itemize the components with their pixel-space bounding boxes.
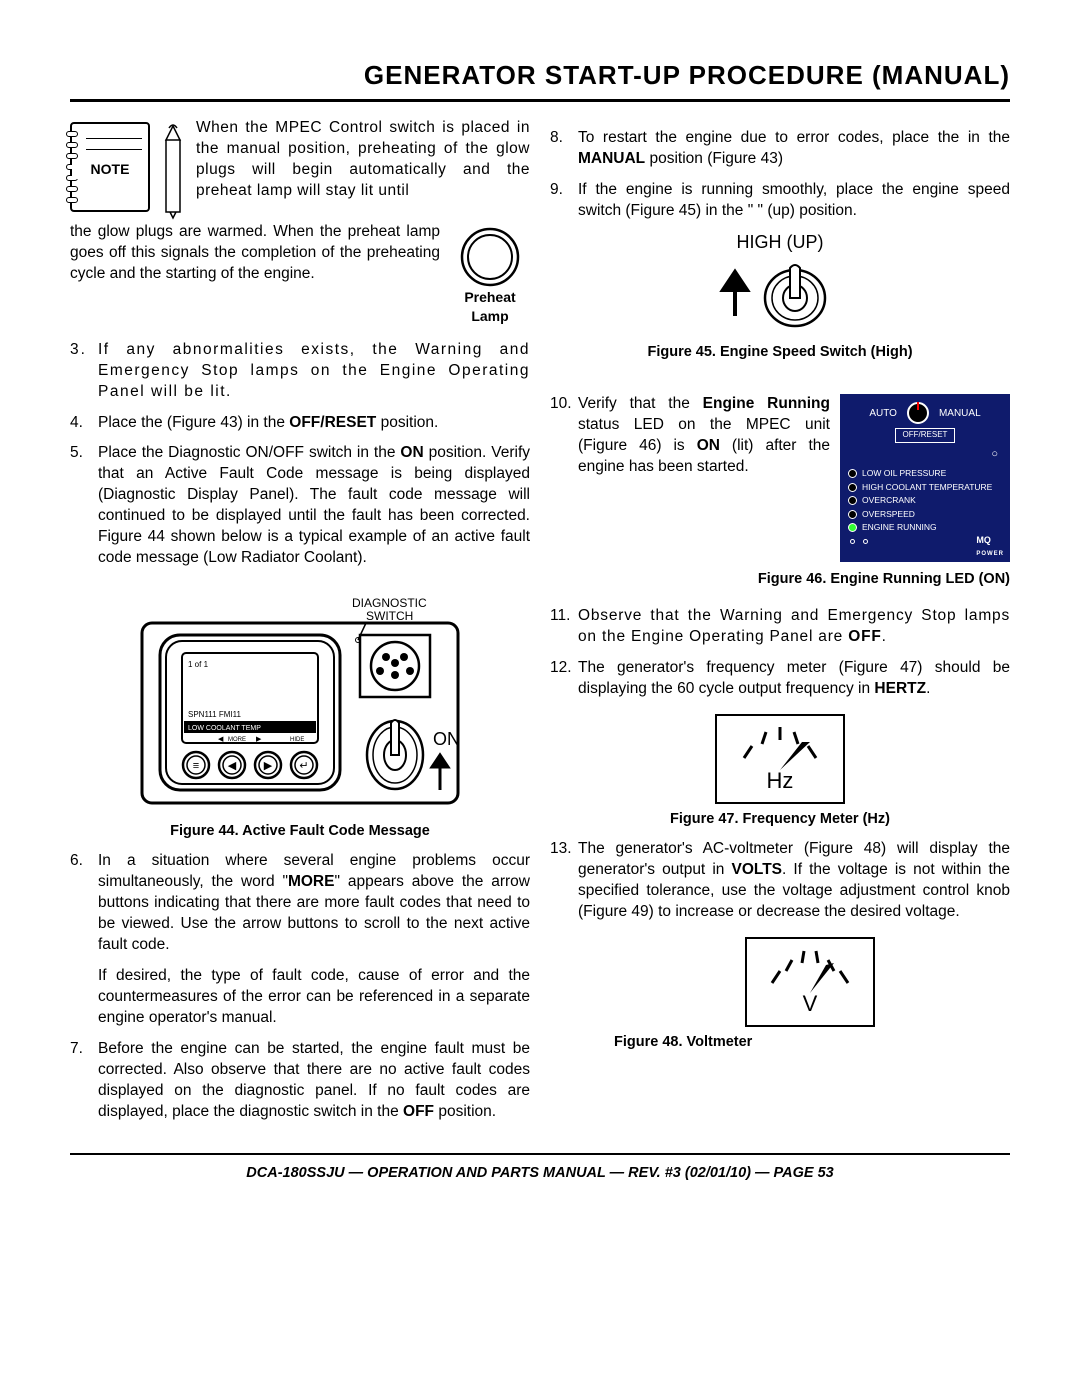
step-8: 8.To restart the engine due to error cod… (550, 128, 1010, 170)
svg-text:▶: ▶ (264, 760, 273, 772)
led-high-coolant: HIGH COOLANT TEMPERATURE (848, 482, 1002, 493)
step-9: 9.If the engine is running smoothly, pla… (550, 180, 1010, 222)
svg-text:ON: ON (433, 729, 460, 749)
right-column: 8.To restart the engine due to error cod… (550, 118, 1010, 1123)
figure-44: 1 of 1 SPN111 FMI11 LOW COOLANT TEMP ◀ MO… (70, 583, 530, 841)
note-continuation: Preheat Lamp the glow plugs are warmed. … (70, 222, 530, 330)
preheat-caption: Preheat Lamp (450, 288, 530, 326)
left-column: NOTE When the MPEC Control switch is pla… (70, 118, 530, 1123)
step-7: 7.Before the engine can be started, the … (70, 1039, 530, 1123)
svg-text:◀: ◀ (218, 736, 224, 743)
figure-45: HIGH (UP) Figure 45. Engine Speed Switch… (550, 230, 1010, 363)
svg-text:LOW COOLANT TEMP: LOW COOLANT TEMP (188, 725, 261, 732)
off-reset-label: OFF/RESET (895, 428, 955, 443)
note-text-cont: the glow plugs are warmed. When the preh… (70, 223, 440, 282)
step-3: 3.If any abnormalities exists, the Warni… (70, 340, 530, 403)
step-6: 6.In a situation where several engine pr… (70, 851, 530, 956)
figure-47-caption: Figure 47. Frequency Meter (Hz) (550, 810, 1010, 830)
svg-text:DIAGNOSTIC: DIAGNOSTIC (352, 596, 427, 610)
v-unit: V (747, 989, 873, 1019)
svg-text:◀: ◀ (228, 760, 237, 772)
page-footer: DCA-180SSJU — OPERATION AND PARTS MANUAL… (70, 1153, 1010, 1181)
step-13: 13.The generator's AC-voltmeter (Figure … (550, 839, 1010, 923)
svg-text:▶: ▶ (256, 736, 262, 743)
figure-48: V Figure 48. Voltmeter (610, 937, 1010, 1053)
step-10-block: AUTOMANUAL OFF/RESET ○ LOW OIL PRESSURE … (550, 394, 1010, 562)
figure-46-caption: Figure 46. Engine Running LED (ON) (550, 570, 1010, 590)
led-low-oil: LOW OIL PRESSURE (848, 468, 1002, 479)
knob-icon (907, 402, 929, 424)
page-title: GENERATOR START-UP PROCEDURE (MANUAL) (70, 60, 1010, 102)
led-overcrank: OVERCRANK (848, 495, 1002, 506)
step-6-sub: If desired, the type of fault code, caus… (98, 966, 530, 1029)
preheat-lamp-figure: Preheat Lamp (450, 226, 530, 326)
svg-text:SWITCH: SWITCH (366, 609, 413, 623)
svg-text:1 of 1: 1 of 1 (188, 660, 209, 669)
step-12: 12.The generator's frequency meter (Figu… (550, 658, 1010, 700)
pencil-icon (160, 120, 186, 220)
figure-45-caption: Figure 45. Engine Speed Switch (High) (550, 343, 1010, 363)
notepad-icon: NOTE (70, 122, 150, 212)
figure-44-caption: Figure 44. Active Fault Code Message (70, 822, 530, 842)
mq-logo: MQPOWER (976, 534, 1004, 558)
note-text-top: When the MPEC Control switch is placed i… (196, 118, 530, 202)
figure-48-caption: Figure 48. Voltmeter (614, 1033, 1010, 1053)
mpec-panel: AUTOMANUAL OFF/RESET ○ LOW OIL PRESSURE … (840, 394, 1010, 562)
step-11: 11.Observe that the Warning and Emergenc… (550, 606, 1010, 648)
figure-47: Hz Figure 47. Frequency Meter (Hz) (550, 714, 1010, 830)
note-block: NOTE When the MPEC Control switch is pla… (70, 118, 530, 220)
led-engine-running: ENGINE RUNNING (848, 522, 1002, 533)
svg-text:≡: ≡ (193, 760, 199, 772)
svg-text:MORE: MORE (228, 737, 246, 743)
led-overspeed: OVERSPEED (848, 509, 1002, 520)
svg-text:↵: ↵ (299, 760, 308, 772)
high-up-label: HIGH (UP) (550, 230, 1010, 254)
step-5: 5.Place the Diagnostic ON/OFF switch in … (70, 443, 530, 569)
svg-text:HIDE: HIDE (290, 737, 304, 743)
hz-unit: Hz (717, 766, 843, 796)
content-columns: NOTE When the MPEC Control switch is pla… (70, 118, 1010, 1123)
step-4: 4.Place the (Figure 43) in the OFF/RESET… (70, 413, 530, 434)
svg-text:SPN111 FMI11: SPN111 FMI11 (188, 710, 241, 719)
note-label: NOTE (72, 160, 148, 179)
